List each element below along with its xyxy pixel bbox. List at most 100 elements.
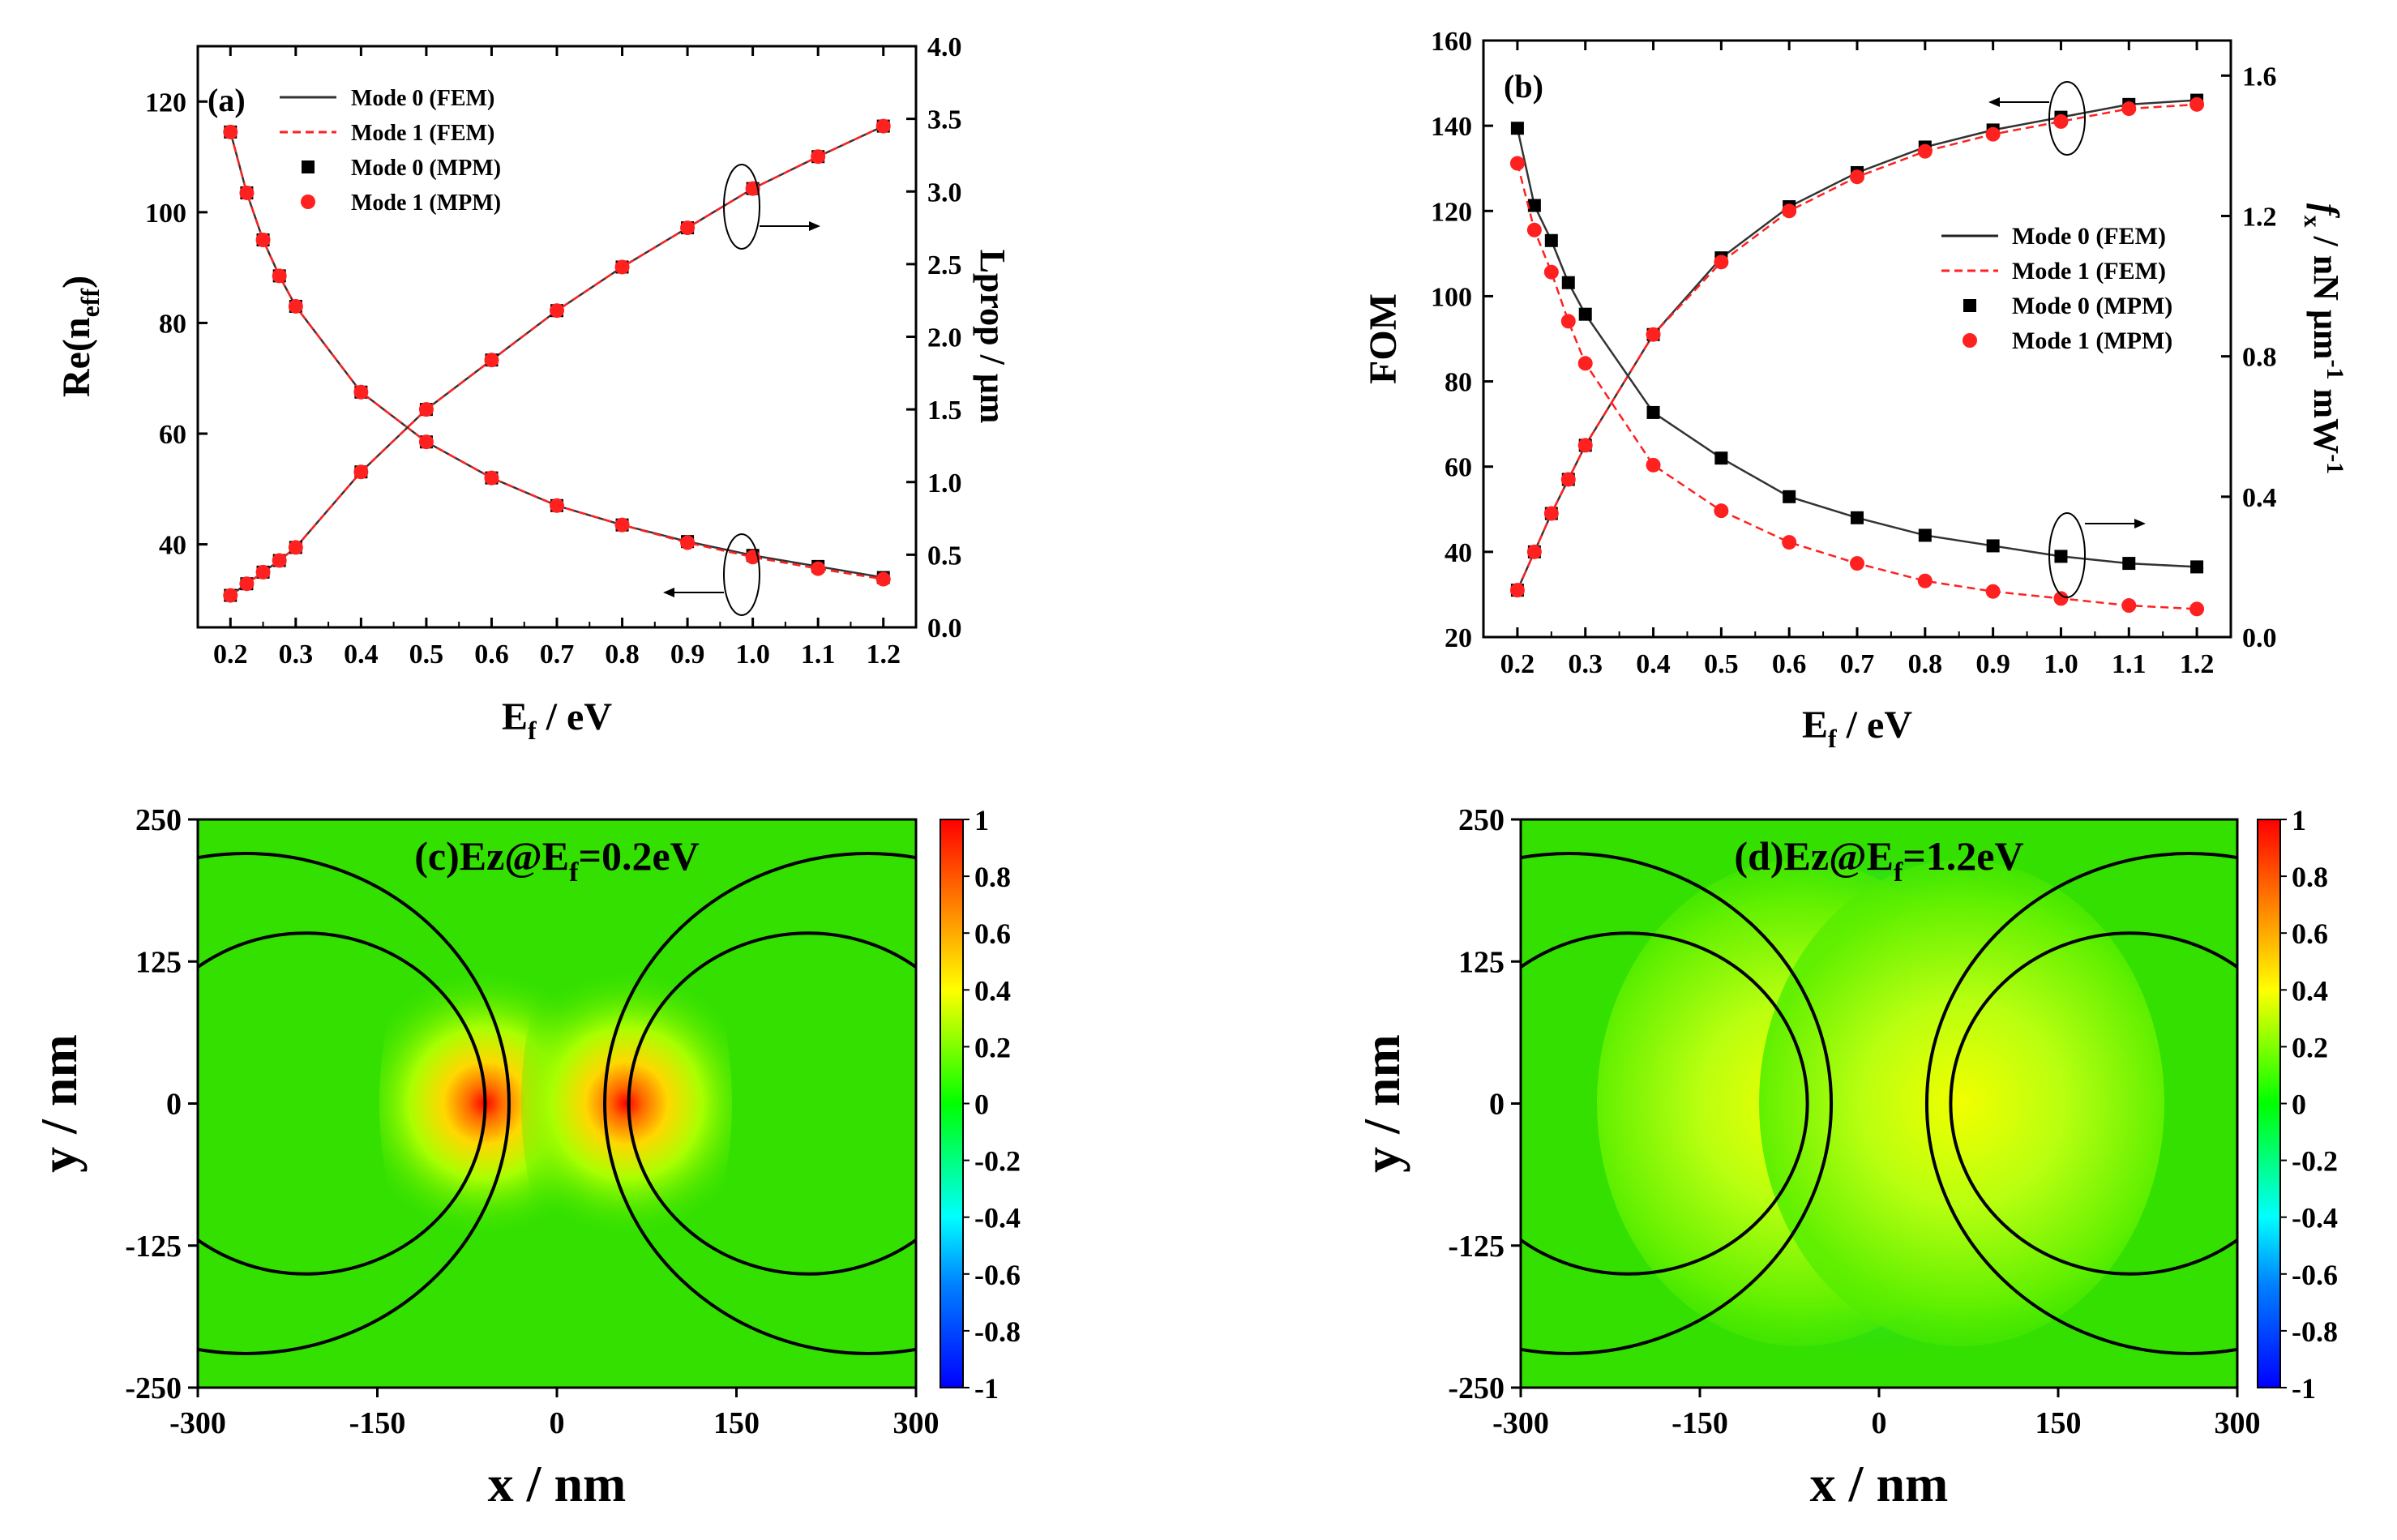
x-tick-label: 1.1 [2112,649,2147,679]
x-tick-label: 150 [2035,1406,2082,1440]
colorbar-tick-label: -0.6 [974,1259,1021,1291]
structure-circle [603,852,916,1355]
y-tick-label: 0 [166,1088,182,1122]
colorbar-tick-label: 1 [974,804,989,836]
data-point-square [1561,276,1575,289]
legend-label: Mode 1 (FEM) [2012,258,2166,284]
x-tick-label: 0.6 [474,640,509,669]
y-tick-label: 0 [1489,1088,1505,1122]
x-tick-label: 0.4 [344,640,379,669]
y2-axis-label: Lprop / μm [973,250,1012,424]
data-point-circle [353,464,369,480]
data-point-circle [223,124,238,139]
data-point-circle [255,564,271,580]
y-tick-label: 120 [1431,197,1472,227]
data-point-circle [1850,556,1864,571]
y2-tick-label: 3.5 [927,105,962,135]
colorbar-tick-label: 0.2 [2292,1031,2328,1063]
y2-tick-label: 1.0 [927,468,962,498]
x-axis-label: Ef / eV [1802,704,1912,753]
colorbar-tick-label: 0.8 [2292,861,2328,893]
data-point-circle [875,118,891,134]
y-tick-label: 60 [159,420,186,450]
annotation-ellipse [2048,512,2086,598]
y-tick-label: 160 [1431,27,1472,57]
annotation-arrowhead [1988,97,2000,107]
data-point-circle [680,220,696,236]
data-point-circle [223,588,238,603]
data-point-circle [1560,472,1576,487]
data-point-circle [614,517,630,533]
data-point-circle [1560,314,1576,329]
legend-swatch-circle [1963,333,1977,348]
y-axis-label: y / nm [1353,1034,1410,1173]
y-tick-label: 40 [159,531,186,561]
y-tick-label: 20 [1445,623,1472,653]
x-tick-label: 0.9 [1975,649,2010,679]
y-tick-label: 100 [145,199,186,229]
y-tick-label: 140 [1431,112,1472,142]
x-tick-label: 150 [713,1406,760,1440]
structure-circle [1925,852,2237,1355]
data-point-circle [239,185,255,200]
y2-tick-label: 0.5 [927,541,962,571]
y-tick-label: 250 [1458,803,1505,837]
y-tick-label: 80 [1445,368,1472,398]
colorbar-tick-label: -0.8 [2292,1315,2338,1348]
data-point-circle [288,298,303,314]
y2-tick-label: 0.4 [2242,483,2277,513]
data-point-circle [1646,327,1661,342]
legend-label: Mode 0 (FEM) [2012,223,2166,250]
series-line [1516,103,2198,591]
legend-label: Mode 0 (MPM) [2012,293,2172,319]
y-tick-label: 125 [1458,945,1505,979]
series-line [1516,163,2198,610]
data-point-circle [1509,156,1525,171]
colorbar-tick-label: -0.6 [2292,1259,2338,1291]
y-tick-label: 250 [135,803,182,837]
data-point-circle [272,268,287,284]
colorbar-tick-label: -1 [974,1372,999,1405]
data-point-circle [614,259,630,275]
data-point-circle [1714,503,1729,519]
colorbar-tick-label: 0 [2292,1089,2306,1121]
data-point-circle [2121,598,2137,614]
data-point-circle [1646,457,1661,473]
data-point-circle [353,384,369,400]
x-tick-label: 0.7 [540,640,575,669]
data-point-circle [1526,222,1542,237]
y-tick-label: 125 [135,945,182,979]
data-point-circle [1543,264,1559,280]
x-tick-label: 300 [2215,1406,2261,1440]
colorbar-tick-label: 0.2 [974,1031,1011,1063]
y-tick-label: 120 [145,88,186,118]
structure-circle [1521,931,1809,1276]
y2-tick-label: 1.5 [927,396,962,426]
series-line [229,125,884,597]
y-tick-label: -250 [125,1371,182,1405]
y2-tick-label: 1.6 [2242,62,2277,92]
data-point-square [1510,122,1524,135]
data-point-circle [272,553,287,568]
x-tick-label: 0.6 [1772,649,1807,679]
colorbar [2257,819,2281,1388]
data-point-square [1783,490,1796,503]
x-tick-label: 1.2 [2180,649,2215,679]
panel-a-chart: 0.2 0.3 0.4 0.5 0.6 0.7 0.8 0.9 1.0 1.1 1.2 40 60 80 1… [55,32,1012,745]
x-tick-label: 0.3 [279,640,314,669]
y2-tick-label: 2.5 [927,250,962,280]
colorbar-tick-label: 0 [974,1089,989,1121]
y2-tick-label: 0.8 [2242,343,2277,373]
data-point-circle [1526,544,1542,559]
x-tick-label: 0.5 [1704,649,1739,679]
x-tick-label: 0.8 [1908,649,1943,679]
colorbar-tick-label: -1 [2292,1372,2316,1405]
data-point-circle [1782,203,1797,219]
heatmap-c-right-hotspot [521,892,732,1314]
y-axis-label: Re(neff) [55,276,105,397]
y2-tick-label: 0.0 [2242,623,2277,653]
x-tick-label: 1.2 [866,640,901,669]
data-point-circle [418,402,434,417]
colorbar-tick-label: -0.8 [974,1315,1021,1348]
